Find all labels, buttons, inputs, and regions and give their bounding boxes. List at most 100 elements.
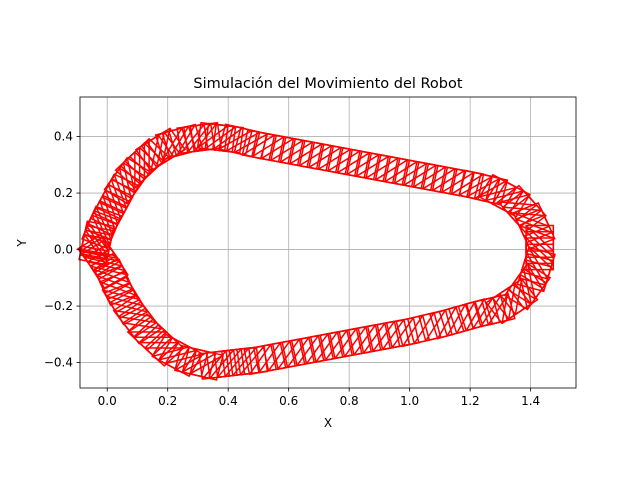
robot-pose-diagonal xyxy=(277,338,300,370)
robot-pose-diagonal xyxy=(356,155,389,177)
robot-pose-diagonal xyxy=(261,137,294,160)
robot-pose-diagonal xyxy=(446,303,467,337)
robot-pose-diagonal xyxy=(258,342,281,374)
robot-pose-diagonal xyxy=(270,139,304,161)
robot-pose-diagonal xyxy=(84,256,123,267)
robot-pose-diagonal xyxy=(299,145,332,167)
y-axis-label: Y xyxy=(15,239,29,248)
robot-pose-diagonal xyxy=(441,171,475,193)
robot-pose-diagonal xyxy=(286,336,310,368)
robot-pose-diagonal xyxy=(107,184,122,220)
y-tick-label: 0.2 xyxy=(54,186,73,200)
robot-pose-diagonal xyxy=(514,278,523,315)
robot-pose-diagonal xyxy=(381,319,405,350)
y-tick-label: −0.4 xyxy=(44,356,73,370)
robot-pose-diagonal xyxy=(384,161,418,183)
robot-pose-diagonal xyxy=(217,348,242,378)
x-tick-label: 1.4 xyxy=(521,394,540,408)
robot-pose-diagonal xyxy=(308,146,342,169)
chart-title: Simulación del Movimiento del Robot xyxy=(193,76,462,92)
robot-pose-diagonal xyxy=(99,200,113,236)
robot-pose-diagonal xyxy=(212,127,244,151)
robot-pose-diagonal xyxy=(422,168,456,190)
robot-pose-diagonal xyxy=(165,353,203,365)
robot-pose-diagonal xyxy=(472,297,494,329)
robot-pose-diagonal xyxy=(343,326,367,358)
robot-pose-diagonal xyxy=(507,283,516,320)
robot-pose-diagonal xyxy=(334,328,358,359)
robot-pose-diagonal xyxy=(104,189,119,225)
robot-pose-square xyxy=(503,273,544,311)
robot-pose-diagonal xyxy=(315,331,338,363)
robot-pose-diagonal xyxy=(372,320,396,352)
robot-pose-diagonal xyxy=(391,317,415,349)
robot-pose-diagonal xyxy=(197,125,229,149)
robot-pose-diagonal xyxy=(78,247,117,257)
robot-pose-diagonal xyxy=(394,162,427,185)
robot-pose-diagonal xyxy=(362,322,386,354)
robot-pose-diagonal xyxy=(118,315,157,324)
x-tick-label: 0.0 xyxy=(98,394,117,408)
robot-pose-diagonal xyxy=(365,157,399,179)
robot-pose-diagonal xyxy=(305,333,329,365)
plot-frame xyxy=(79,96,577,389)
robot-pose-diagonal xyxy=(251,136,285,158)
robot-pose-diagonal xyxy=(451,173,484,195)
y-tick-label: 0.4 xyxy=(54,130,73,144)
robot-pose-square xyxy=(77,233,117,271)
robot-pose-diagonal xyxy=(189,354,224,375)
robot-pose-diagonal xyxy=(324,329,348,361)
robot-pose-diagonal xyxy=(480,295,502,327)
robot-pose-diagonal xyxy=(296,335,319,366)
robot-pose-diagonal xyxy=(79,250,118,260)
robot-pose-diagonal xyxy=(110,179,125,214)
robot-pose-diagonal xyxy=(513,212,550,227)
robot-pose-diagonal xyxy=(99,281,136,296)
robot-pose-diagonal xyxy=(337,152,370,174)
robot-pose-diagonal xyxy=(280,141,313,163)
robot-pose-diagonal xyxy=(182,352,216,373)
robot-pose-diagonal xyxy=(289,143,323,165)
x-tick-label: 0.4 xyxy=(219,394,238,408)
robot-pose-diagonal xyxy=(158,349,197,361)
x-tick-label: 1.0 xyxy=(400,394,419,408)
y-tick-label: 0.0 xyxy=(54,243,73,257)
robot-pose-diagonal xyxy=(402,314,424,347)
robot-pose-diagonal xyxy=(204,126,237,150)
robot-pose-diagonal xyxy=(353,324,377,356)
robot-pose-diagonal xyxy=(403,164,437,186)
robot-pose-diagonal xyxy=(102,195,116,230)
robot-pose-diagonal xyxy=(485,190,524,202)
robot-pose-diagonal xyxy=(479,186,517,198)
robot-pose-diagonal xyxy=(226,131,261,152)
robot-pose-diagonal xyxy=(113,309,152,318)
x-tick-label: 0.8 xyxy=(340,394,359,408)
robot-pose-diagonal xyxy=(413,166,446,188)
robot-trajectory xyxy=(77,121,556,381)
robot-pose-diagonal xyxy=(425,309,447,342)
robot-pose-diagonal xyxy=(233,133,268,154)
robot-pose-diagonal xyxy=(458,175,493,196)
robot-pose-diagonal xyxy=(109,301,148,313)
robot-pose-diagonal xyxy=(498,201,537,206)
robot-pose-diagonal xyxy=(432,169,465,192)
x-tick-label: 0.6 xyxy=(279,394,298,408)
robot-pose-diagonal xyxy=(346,153,380,176)
robot-pose-diagonal xyxy=(318,148,351,170)
x-tick-label: 0.2 xyxy=(158,394,177,408)
robot-pose-diagonal xyxy=(465,298,486,331)
robot-pose-diagonal xyxy=(327,150,361,172)
robot-pose-diagonal xyxy=(209,349,235,379)
robot-pose-diagonal xyxy=(466,177,501,198)
robot-pose-diagonal xyxy=(248,344,272,375)
x-axis-ticks: 0.0 0.2 0.4 0.6 0.8 1.0 1.2 1.4 xyxy=(98,388,540,408)
robot-pose-diagonal xyxy=(375,159,408,181)
robot-pose-diagonal xyxy=(456,301,476,334)
robot-pose-diagonal xyxy=(123,322,162,330)
y-tick-label: −0.2 xyxy=(44,299,73,313)
y-axis-ticks: −0.4 −0.2 0.0 0.2 0.4 xyxy=(44,130,80,370)
x-axis-label: X xyxy=(324,416,332,430)
robot-pose-diagonal xyxy=(242,134,275,156)
robot-pose-diagonal xyxy=(81,253,120,262)
